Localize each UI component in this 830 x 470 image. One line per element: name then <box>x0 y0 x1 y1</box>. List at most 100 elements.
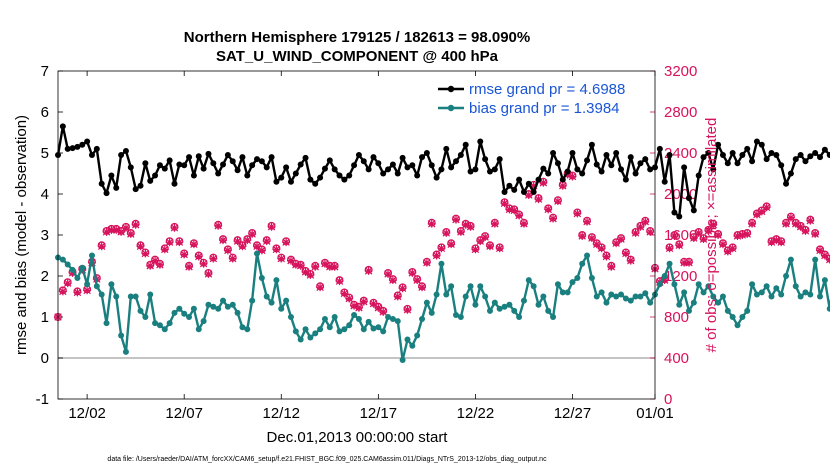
obs-assimilated-point <box>311 262 320 271</box>
rmse-point <box>579 170 586 177</box>
bias-point <box>88 252 95 259</box>
rmse-point <box>249 162 256 169</box>
obs-assimilated-point <box>544 205 553 214</box>
obs-assimilated-point <box>301 267 310 276</box>
x-axis-label: Dec.01,2013 00:00:00 start <box>267 429 449 446</box>
obs-assimilated-point <box>495 244 504 253</box>
rmse-point <box>414 172 421 179</box>
rmse-point <box>593 161 600 168</box>
bias-point <box>666 260 673 267</box>
x-tick-label: 12/22 <box>457 405 495 422</box>
rmse-point <box>613 150 620 156</box>
rmse-point <box>229 158 236 165</box>
x-tick-label: 01/01 <box>636 405 674 422</box>
bias-point <box>414 332 421 339</box>
obs-assimilated-point <box>320 259 329 268</box>
rmse-point <box>807 153 814 160</box>
obs-assimilated-point <box>442 228 451 237</box>
obs-assimilated-point <box>757 207 766 216</box>
bias-point <box>220 297 227 304</box>
rmse-point <box>64 145 71 152</box>
bias-point <box>385 314 392 320</box>
obs-assimilated-point <box>107 225 116 234</box>
y-tick-label: 6 <box>41 104 49 121</box>
bias-point <box>312 330 319 337</box>
bias-point <box>273 277 280 284</box>
obs-assimilated-point <box>796 222 805 231</box>
obs-assimilated-point <box>282 238 291 247</box>
bias-point <box>535 301 542 308</box>
obs-assimilated-point <box>83 286 92 295</box>
rmse-point <box>671 209 678 216</box>
bias-point <box>554 281 561 288</box>
rmse-point <box>341 176 348 183</box>
bias-point <box>156 322 163 329</box>
rmse-point <box>724 160 731 167</box>
rmse-point <box>792 156 799 163</box>
rmse-point <box>137 182 144 189</box>
bias-point <box>574 275 581 282</box>
obs-assimilated-point <box>422 258 431 267</box>
x-tick-label: 12/02 <box>68 405 106 422</box>
bias-point <box>122 348 129 355</box>
bias-point <box>603 299 610 306</box>
rmse-point <box>176 161 183 168</box>
obs-assimilated-point <box>587 234 596 243</box>
rmse-point <box>297 161 304 168</box>
obs-assimilated-point <box>287 256 295 265</box>
bias-point <box>375 324 382 331</box>
obs-assimilated-point <box>743 230 752 238</box>
obs-assimilated-point <box>403 305 412 314</box>
obs-assimilated-point <box>456 227 465 236</box>
chart-subtitle: SAT_U_WIND_COMPONENT @ 400 hPa <box>216 48 499 65</box>
obs-assimilated-point <box>714 231 723 239</box>
rmse-point <box>152 172 159 179</box>
bias-point <box>462 293 469 300</box>
obs-assimilated-point <box>277 254 286 263</box>
obs-assimilated-point <box>136 242 145 251</box>
obs-assimilated-point <box>155 260 164 269</box>
rmse-point <box>448 164 455 171</box>
bias-point <box>482 293 489 300</box>
bias-point <box>409 342 416 349</box>
rmse-point <box>559 176 566 183</box>
rmse-point <box>506 182 513 189</box>
bias-point <box>453 311 459 318</box>
obs-assimilated-point <box>636 222 645 231</box>
rmse-point <box>783 180 790 187</box>
obs-assimilated-point <box>685 258 693 267</box>
bias-point <box>103 320 110 327</box>
bias-point <box>234 309 241 316</box>
legend-rmse: rmse grand pr = 4.6988 <box>469 81 625 98</box>
bias-point <box>627 297 634 304</box>
rmse-point <box>433 174 440 181</box>
rmse-point <box>729 150 736 156</box>
rmse-point <box>802 158 809 165</box>
obs-assimilated-point <box>427 219 436 228</box>
rmse-point <box>695 172 702 179</box>
rmse-point <box>758 141 765 148</box>
bias-series <box>55 250 830 364</box>
rmse-point <box>588 141 595 148</box>
bias-point <box>249 297 256 304</box>
rmse-point <box>351 162 358 169</box>
rmse-point <box>482 156 489 163</box>
rmse-point <box>486 168 493 175</box>
y2-tick-label: 0 <box>664 391 672 408</box>
bias-point <box>608 291 615 298</box>
obs-assimilated-point <box>490 219 499 228</box>
obs-assimilated-point <box>529 181 538 190</box>
rmse-point <box>171 180 178 187</box>
bias-point <box>778 291 785 298</box>
bias-point <box>443 291 450 298</box>
bias-point <box>292 328 299 335</box>
bias-point <box>486 307 493 314</box>
bias-point <box>710 293 717 300</box>
x-tick-label: 12/07 <box>165 405 203 422</box>
rmse-point <box>326 157 333 164</box>
bias-point <box>705 283 712 290</box>
obs-assimilated-point <box>131 220 140 229</box>
obs-assimilated-point <box>626 256 635 265</box>
obs-assimilated-point <box>752 210 761 219</box>
obs-assimilated-point <box>335 277 344 286</box>
